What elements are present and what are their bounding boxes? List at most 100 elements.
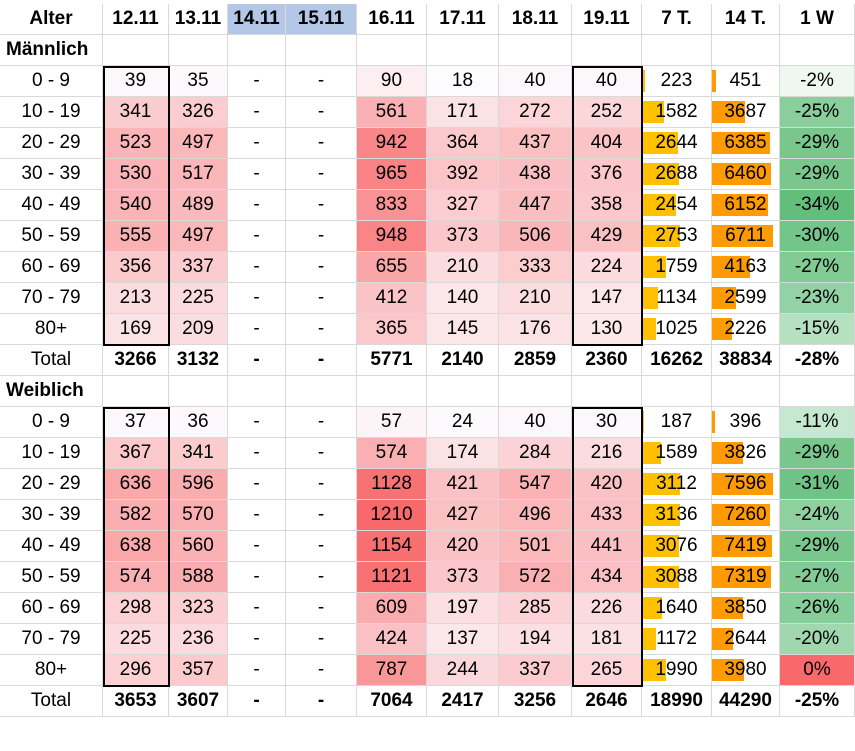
sum-7-days-cell[interactable]: 1134 — [642, 283, 712, 314]
case-count-cell[interactable]: 570 — [169, 500, 228, 531]
case-count-cell[interactable]: 272 — [499, 97, 572, 128]
case-count-cell[interactable]: 427 — [427, 500, 499, 531]
case-count-cell[interactable]: 341 — [169, 438, 228, 469]
case-count-cell[interactable]: 40 — [499, 66, 572, 97]
empty-cell[interactable] — [169, 376, 228, 407]
missing-value-cell[interactable]: - — [286, 221, 357, 252]
empty-cell[interactable] — [357, 376, 427, 407]
age-group-label[interactable]: 40 - 49 — [0, 190, 103, 221]
sum-7-days-cell[interactable]: 3136 — [642, 500, 712, 531]
case-count-cell[interactable]: 523 — [103, 128, 169, 159]
case-count-cell[interactable]: 582 — [103, 500, 169, 531]
age-group-label[interactable]: 70 - 79 — [0, 624, 103, 655]
case-count-cell[interactable]: 40 — [572, 66, 642, 97]
weekly-change-cell[interactable]: -20% — [780, 624, 855, 655]
sum-7-days-cell[interactable]: 1640 — [642, 593, 712, 624]
case-count-cell[interactable]: 176 — [499, 314, 572, 345]
total-weekly-change-cell[interactable]: -25% — [780, 686, 855, 717]
missing-value-cell[interactable]: - — [228, 469, 286, 500]
missing-value-cell[interactable]: - — [228, 407, 286, 438]
case-count-cell[interactable]: 948 — [357, 221, 427, 252]
missing-value-cell[interactable]: - — [286, 66, 357, 97]
missing-value-cell[interactable]: - — [286, 345, 357, 376]
weekly-change-cell[interactable]: -26% — [780, 593, 855, 624]
case-count-cell[interactable]: 965 — [357, 159, 427, 190]
case-count-cell[interactable]: 285 — [499, 593, 572, 624]
case-count-cell[interactable]: 376 — [572, 159, 642, 190]
missing-value-cell[interactable]: - — [228, 655, 286, 686]
total-7-days-cell[interactable]: 16262 — [642, 345, 712, 376]
case-count-cell[interactable]: 236 — [169, 624, 228, 655]
empty-cell[interactable] — [103, 376, 169, 407]
weekly-change-cell[interactable]: -29% — [780, 438, 855, 469]
total-count-cell[interactable]: 2140 — [427, 345, 499, 376]
case-count-cell[interactable]: 194 — [499, 624, 572, 655]
total-count-cell[interactable]: 3256 — [499, 686, 572, 717]
case-count-cell[interactable]: 358 — [572, 190, 642, 221]
case-count-cell[interactable]: 356 — [103, 252, 169, 283]
sum-14-days-cell[interactable]: 4163 — [712, 252, 780, 283]
total-14-days-cell[interactable]: 44290 — [712, 686, 780, 717]
missing-value-cell[interactable]: - — [228, 159, 286, 190]
missing-value-cell[interactable]: - — [286, 97, 357, 128]
age-group-label[interactable]: 80+ — [0, 655, 103, 686]
case-count-cell[interactable]: 609 — [357, 593, 427, 624]
total-count-cell[interactable]: 2646 — [572, 686, 642, 717]
header-col-14T[interactable]: 14 T. — [712, 4, 780, 35]
missing-value-cell[interactable]: - — [228, 438, 286, 469]
sum-14-days-cell[interactable]: 6460 — [712, 159, 780, 190]
case-count-cell[interactable]: 145 — [427, 314, 499, 345]
case-count-cell[interactable]: 364 — [427, 128, 499, 159]
case-count-cell[interactable]: 429 — [572, 221, 642, 252]
case-count-cell[interactable]: 30 — [572, 407, 642, 438]
age-group-label[interactable]: 70 - 79 — [0, 283, 103, 314]
case-count-cell[interactable]: 420 — [427, 531, 499, 562]
missing-value-cell[interactable]: - — [228, 624, 286, 655]
case-count-cell[interactable]: 216 — [572, 438, 642, 469]
case-count-cell[interactable]: 392 — [427, 159, 499, 190]
sum-14-days-cell[interactable]: 2644 — [712, 624, 780, 655]
total-14-days-cell[interactable]: 38834 — [712, 345, 780, 376]
case-count-cell[interactable]: 638 — [103, 531, 169, 562]
case-count-cell[interactable]: 337 — [169, 252, 228, 283]
age-group-label[interactable]: 10 - 19 — [0, 438, 103, 469]
age-group-label[interactable]: 60 - 69 — [0, 593, 103, 624]
missing-value-cell[interactable]: - — [228, 190, 286, 221]
case-count-cell[interactable]: 1154 — [357, 531, 427, 562]
weekly-change-cell[interactable]: -23% — [780, 283, 855, 314]
header-col-1611[interactable]: 16.11 — [357, 4, 427, 35]
empty-cell[interactable] — [499, 376, 572, 407]
age-group-label[interactable]: 0 - 9 — [0, 66, 103, 97]
weekly-change-cell[interactable]: 0% — [780, 655, 855, 686]
case-count-cell[interactable]: 438 — [499, 159, 572, 190]
sum-7-days-cell[interactable]: 3088 — [642, 562, 712, 593]
header-col-1211[interactable]: 12.11 — [103, 4, 169, 35]
case-count-cell[interactable]: 181 — [572, 624, 642, 655]
sum-14-days-cell[interactable]: 3826 — [712, 438, 780, 469]
age-group-label[interactable]: 0 - 9 — [0, 407, 103, 438]
case-count-cell[interactable]: 540 — [103, 190, 169, 221]
sum-14-days-cell[interactable]: 3850 — [712, 593, 780, 624]
missing-value-cell[interactable]: - — [286, 593, 357, 624]
case-count-cell[interactable]: 225 — [103, 624, 169, 655]
case-count-cell[interactable]: 547 — [499, 469, 572, 500]
case-count-cell[interactable]: 40 — [499, 407, 572, 438]
missing-value-cell[interactable]: - — [286, 531, 357, 562]
weekly-change-cell[interactable]: -25% — [780, 97, 855, 128]
age-group-label[interactable]: 50 - 59 — [0, 562, 103, 593]
case-count-cell[interactable]: 506 — [499, 221, 572, 252]
case-count-cell[interactable]: 447 — [499, 190, 572, 221]
sum-7-days-cell[interactable]: 1759 — [642, 252, 712, 283]
sum-14-days-cell[interactable]: 2599 — [712, 283, 780, 314]
case-count-cell[interactable]: 561 — [357, 97, 427, 128]
age-group-label[interactable]: 60 - 69 — [0, 252, 103, 283]
missing-value-cell[interactable]: - — [286, 128, 357, 159]
weekly-change-cell[interactable]: -29% — [780, 159, 855, 190]
case-count-cell[interactable]: 441 — [572, 531, 642, 562]
sum-14-days-cell[interactable]: 7319 — [712, 562, 780, 593]
empty-cell[interactable] — [286, 35, 357, 66]
empty-cell[interactable] — [103, 35, 169, 66]
sum-14-days-cell[interactable]: 396 — [712, 407, 780, 438]
case-count-cell[interactable]: 171 — [427, 97, 499, 128]
case-count-cell[interactable]: 57 — [357, 407, 427, 438]
